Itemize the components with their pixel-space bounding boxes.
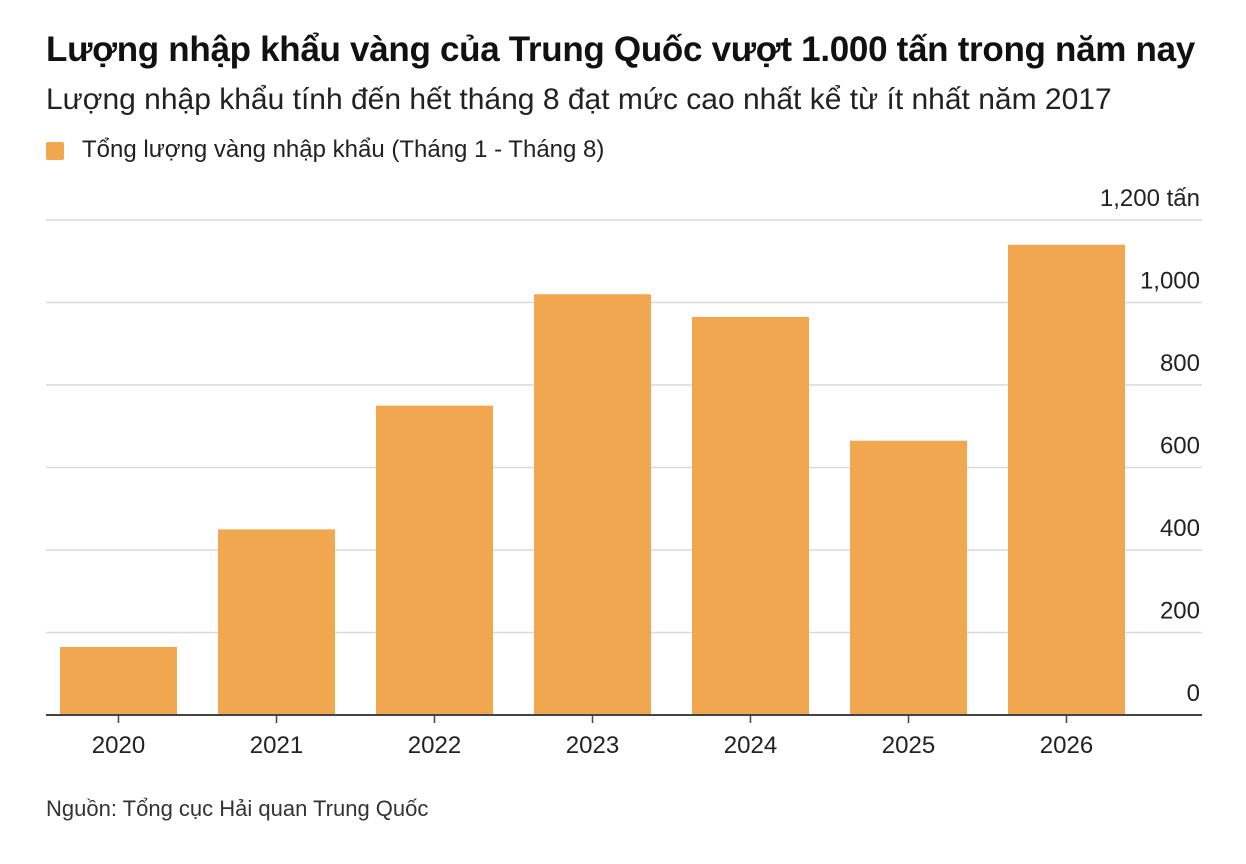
y-tick-label: 1,000 (1140, 268, 1200, 295)
x-tick-label: 2024 (724, 732, 777, 759)
bar (534, 294, 651, 715)
y-tick-label: 800 (1160, 350, 1200, 377)
x-tick-label: 2023 (566, 732, 619, 759)
bar (376, 405, 493, 715)
legend-label: Tổng lượng vàng nhập khẩu (Tháng 1 - Thá… (82, 136, 605, 163)
x-tick-label: 2026 (1040, 732, 1093, 759)
legend-swatch (46, 142, 64, 160)
x-tick-label: 2025 (882, 732, 935, 759)
y-tick-label: 1,200 tấn (1100, 185, 1200, 212)
legend: Tổng lượng vàng nhập khẩu (Tháng 1 - Thá… (46, 136, 604, 164)
y-tick-label: 400 (1160, 515, 1200, 542)
bar (218, 529, 335, 715)
y-tick-label: 200 (1160, 598, 1200, 625)
x-tick-label: 2022 (408, 732, 461, 759)
bar (60, 646, 177, 715)
source-note: Nguồn: Tổng cục Hải quan Trung Quốc (46, 796, 429, 821)
x-tick-label: 2020 (92, 732, 145, 759)
chart-subtitle: Lượng nhập khẩu tính đến hết tháng 8 đạt… (46, 83, 1112, 116)
bar (692, 316, 809, 715)
bar (850, 440, 967, 715)
y-tick-label: 0 (1187, 680, 1200, 707)
x-tick-label: 2021 (250, 732, 303, 759)
chart-title: Lượng nhập khẩu vàng của Trung Quốc vượt… (46, 30, 1195, 69)
bar (1008, 244, 1125, 715)
y-tick-label: 600 (1160, 433, 1200, 460)
